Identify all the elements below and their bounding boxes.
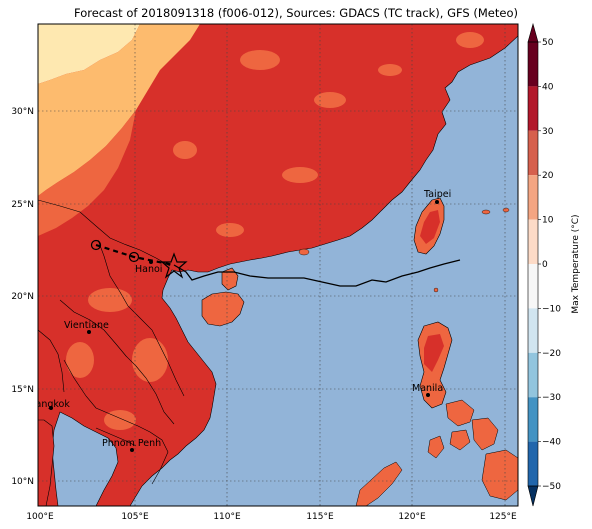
highland-cool <box>38 24 140 84</box>
storm-position-star <box>160 252 188 279</box>
colorbar-tick-label: 40 <box>542 82 554 92</box>
lon-label: 115°E <box>306 512 334 522</box>
hainan <box>201 291 245 327</box>
colorbar-band <box>528 130 538 176</box>
colorbar: 50 40 30 20 10 0 −10 −20 −30 −40 −50 Max Temperatu… <box>527 22 581 507</box>
philippine-islands <box>355 399 518 506</box>
borders <box>38 199 185 485</box>
highland-warm <box>38 110 136 236</box>
warm-patches <box>66 32 484 430</box>
city-label-manila: Manila <box>412 383 443 394</box>
map-area: Taipei Hanoi Vientiane Manila Bangkok Ph… <box>29 24 518 506</box>
lat-label: 15°N <box>11 385 34 395</box>
lon-label: 125°E <box>489 512 517 522</box>
map-title: Forecast of 2018091318 (f006-012), Sourc… <box>74 6 518 20</box>
map-frame <box>37 23 519 507</box>
past-track <box>173 259 461 287</box>
lat-label: 10°N <box>11 477 34 487</box>
colorbar-tick-label: −10 <box>542 304 561 314</box>
colorbar-tick-label: −20 <box>542 349 561 359</box>
track-point-2 <box>128 251 140 263</box>
graticule <box>38 24 518 506</box>
small-islands <box>298 207 510 293</box>
colorbar-tick-label: 30 <box>542 127 554 137</box>
lon-label: 100°E <box>26 512 54 522</box>
colorbar-label: Max Temperature (°C) <box>571 214 581 313</box>
colorbar-band <box>528 352 538 398</box>
city-label-vientiane: Vientiane <box>64 320 109 331</box>
malay-peninsula <box>38 419 55 506</box>
colorbar-band <box>528 42 538 87</box>
city-label-phnom-penh: Phnom Penh <box>102 438 161 449</box>
colorbar-band <box>528 264 538 309</box>
colorbar-top-arrow <box>527 22 539 43</box>
luzon-core <box>424 334 444 372</box>
colorbar-band <box>528 219 538 264</box>
city-label-hanoi: Hanoi <box>135 264 162 275</box>
lat-label: 30°N <box>11 107 34 117</box>
colorbar-tick-label: 20 <box>542 171 554 181</box>
forecast-track <box>95 243 175 267</box>
colorbar-band <box>528 308 538 353</box>
latitude-labels: 30°N 25°N 20°N 15°N 10°N <box>11 107 34 487</box>
city-label-bangkok: Bangkok <box>29 399 70 410</box>
colorbar-band <box>528 86 538 131</box>
colorbar-tick-label: 0 <box>542 260 548 270</box>
colorbar-band <box>528 175 538 220</box>
mainland <box>38 24 518 506</box>
colorbar-tick-label: 10 <box>542 216 554 226</box>
lon-label: 110°E <box>213 512 241 522</box>
colorbar-band <box>528 441 538 486</box>
highland-mild <box>38 24 200 196</box>
lon-label: 120°E <box>398 512 426 522</box>
city-label-taipei: Taipei <box>423 189 451 200</box>
colorbar-tick-label: 50 <box>542 38 554 48</box>
leizhou <box>221 267 239 291</box>
track-point-1 <box>90 239 102 251</box>
gulf-of-thailand <box>51 411 119 506</box>
lat-label: 25°N <box>11 200 34 210</box>
lon-label: 105°E <box>121 512 149 522</box>
city-markers <box>49 200 439 452</box>
lat-label: 20°N <box>11 292 34 302</box>
colorbar-tick-label: −30 <box>542 393 561 403</box>
longitude-labels: 100°E 105°E 110°E 115°E 120°E 125°E <box>26 512 517 522</box>
colorbar-band <box>528 397 538 442</box>
colorbar-tick-label: −50 <box>542 482 561 492</box>
taiwan-core <box>420 210 440 244</box>
colorbar-tick-label: −40 <box>542 438 561 448</box>
colorbar-bottom-arrow <box>527 485 539 507</box>
